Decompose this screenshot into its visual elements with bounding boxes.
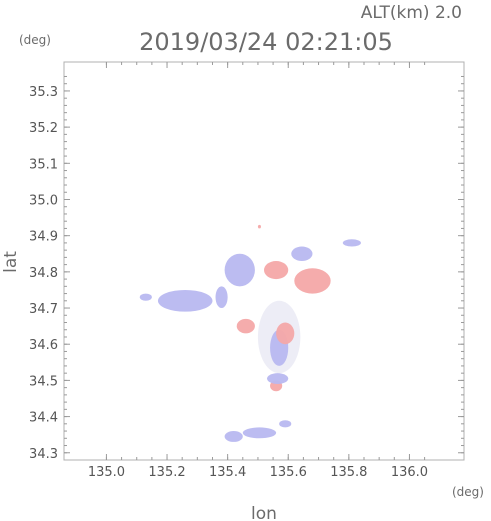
- echo-region-positive: [264, 261, 289, 280]
- y-tick-label: 34.3: [29, 447, 58, 462]
- x-axis-ticks: 135.0 135.2 135.4 135.6 135.8 136.0: [88, 62, 428, 480]
- x-tick-label: 135.6: [270, 465, 307, 480]
- y-tick-label: 35.0: [29, 193, 58, 208]
- echo-region-negative: [224, 253, 255, 287]
- echo-region-negative: [267, 373, 289, 385]
- echo-region-negative: [242, 427, 277, 439]
- y-axis-label: lat: [1, 251, 21, 273]
- chart-title: 2019/03/24 02:21:05: [139, 28, 393, 56]
- echo-region-positive: [257, 224, 261, 229]
- echo-region-negative: [139, 293, 152, 301]
- altitude-label: ALT(km) 2.0: [361, 3, 462, 23]
- y-axis-ticks: 34.3 34.4 34.5 34.6 34.7 34.8 34.9 35.0 35.1 35.2…: [29, 75, 464, 462]
- plot-frame: [63, 61, 465, 461]
- x-tick-label: 135.0: [88, 465, 125, 480]
- echo-region-negative: [215, 286, 228, 309]
- x-axis-label: lon: [251, 504, 277, 521]
- y-tick-label: 34.9: [29, 230, 58, 245]
- y-axis-unit: (deg): [19, 33, 51, 47]
- y-tick-label: 34.8: [29, 266, 58, 281]
- y-tick-label: 34.5: [29, 374, 58, 389]
- y-tick-label: 35.2: [29, 121, 58, 136]
- data-field: [139, 224, 361, 442]
- echo-region-positive: [236, 318, 255, 334]
- echo-region-negative: [157, 289, 213, 312]
- x-tick-label: 135.8: [330, 465, 367, 480]
- x-axis-unit: (deg): [452, 485, 484, 499]
- x-tick-label: 136.0: [391, 465, 428, 480]
- x-tick-label: 135.2: [148, 465, 185, 480]
- y-tick-label: 34.6: [29, 338, 58, 353]
- echo-region-negative: [342, 239, 361, 247]
- y-tick-label: 35.3: [29, 85, 58, 100]
- echo-region-negative: [291, 246, 313, 261]
- echo-region-positive: [276, 322, 295, 345]
- echo-region-negative: [224, 431, 243, 442]
- x-tick-label: 135.4: [209, 465, 246, 480]
- echo-region-positive: [294, 268, 331, 294]
- y-tick-label: 34.7: [29, 302, 58, 317]
- echo-region-negative: [279, 420, 292, 428]
- y-tick-label: 34.4: [29, 411, 58, 426]
- y-tick-label: 35.1: [29, 157, 58, 172]
